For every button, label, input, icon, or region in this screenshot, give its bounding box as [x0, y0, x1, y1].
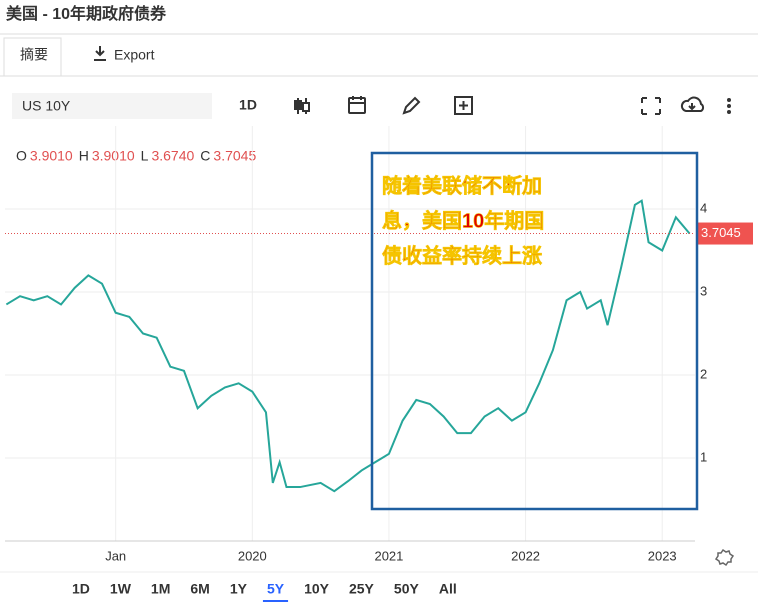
range-button[interactable]: 1Y — [230, 581, 248, 597]
range-button[interactable]: 6M — [190, 581, 209, 597]
tab[interactable]: Export — [114, 47, 155, 63]
range-button[interactable]: 50Y — [394, 581, 420, 597]
range-button[interactable]: 10Y — [304, 581, 330, 597]
range-button[interactable]: 25Y — [349, 581, 375, 597]
price-line — [5, 199, 691, 493]
x-tick-label: 2020 — [238, 548, 267, 563]
ohlc-value: 3.9010 — [30, 148, 73, 164]
plot: 1 2 3 4 Jan 2020 2021 2022 2023 3.7045 随着美联储不断加息，美… — [5, 126, 753, 563]
tab[interactable]: 摘要 — [20, 47, 48, 63]
annotation-text: 债收益率持续上涨 — [382, 243, 542, 267]
annotation-text: 随着美联储不断加 — [382, 173, 542, 197]
ohlc-legend: O 3.9010 H 3.9010 L 3.6740 C 3.7045 — [16, 148, 256, 164]
y-tick-label: 1 — [700, 449, 707, 464]
ohlc-label: L — [141, 148, 149, 164]
y-tick-label: 4 — [700, 200, 707, 215]
x-tick-label: 2023 — [648, 548, 677, 563]
settings-icon[interactable] — [714, 548, 735, 567]
x-tick-label: Jan — [105, 548, 126, 563]
symbol[interactable]: US 10Y — [22, 98, 71, 114]
x-tick-label: 2021 — [374, 548, 403, 563]
toolbar-icons[interactable] — [294, 96, 705, 115]
range-bar: 1D 1W 1M 6M 1Y 5Y 10Y 25Y 50Y All — [72, 581, 457, 602]
range-button[interactable]: 1D — [72, 581, 90, 597]
symbol-input[interactable] — [12, 93, 212, 119]
ohlc-label: O — [16, 148, 27, 164]
ohlc-value: 3.9010 — [92, 148, 135, 164]
y-tick-label: 3 — [700, 283, 707, 298]
ohlc-label: H — [79, 148, 89, 164]
range-button[interactable]: All — [439, 581, 457, 597]
range-button[interactable]: 5Y — [267, 581, 285, 597]
range-button[interactable]: 1W — [110, 581, 132, 597]
page-title: 美国 - 10年期政府债券 — [6, 4, 167, 23]
range-button[interactable]: 1M — [151, 581, 170, 597]
ohlc-value: 3.6740 — [151, 148, 194, 164]
ohlc-label: C — [200, 148, 210, 164]
ohlc-value: 3.7045 — [213, 148, 256, 164]
last-price-label: 3.7045 — [701, 225, 741, 240]
last-price-badge — [697, 222, 753, 245]
export-icon[interactable] — [94, 46, 106, 61]
interval-button[interactable]: 1D — [239, 97, 257, 113]
annotation-text: 息，美国10年期国 — [382, 208, 544, 232]
menu-icon[interactable] — [727, 98, 731, 114]
y-tick-label: 2 — [700, 366, 707, 381]
x-tick-label: 2022 — [511, 548, 540, 563]
annotation-box — [370, 151, 699, 511]
